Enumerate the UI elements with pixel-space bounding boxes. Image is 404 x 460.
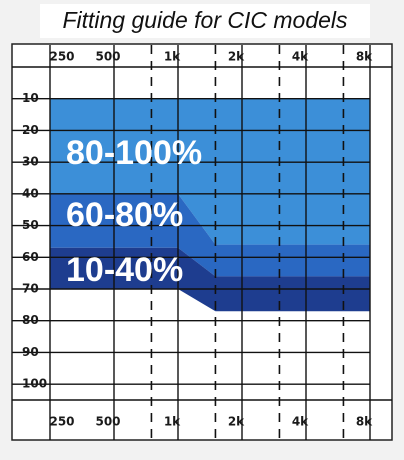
y-tick-label: 80 [22,313,39,327]
x-tick-label: 250 [49,415,74,429]
x-tick-label: 2k [228,50,245,64]
chart-title: Fitting guide for CIC models [62,7,348,33]
y-tick-label: 30 [22,155,39,169]
y-tick-label: 100 [22,377,47,391]
band-label: 60-80% [66,196,183,234]
plot: 10 20 30 40 50 60 70 80 90 100 250 250 500 500 1k 1k 2k 2… [12,45,392,440]
y-tick-label: 20 [22,123,39,137]
x-tick-label: 1k [164,50,181,64]
y-tick-label: 60 [22,250,39,264]
y-tick-label: 50 [22,218,39,232]
x-tick-label: 250 [49,50,74,64]
y-tick-label: 70 [22,282,39,296]
x-tick-label: 2k [228,415,245,429]
y-tick-label: 10 [22,91,39,105]
x-tick-label: 500 [95,50,120,64]
band-area [50,247,370,312]
x-tick-label: 500 [95,415,120,429]
x-tick-label: 1k [164,415,181,429]
x-tick-label: 4k [292,415,309,429]
band-label: 80-100% [66,134,202,172]
x-tick-label: 4k [292,50,309,64]
band-label: 10-40% [66,251,183,289]
x-tick-label: 8k [356,415,373,429]
y-tick-label: 40 [22,186,39,200]
band-area [50,193,370,277]
title-box [40,4,370,38]
x-tick-label: 8k [356,50,373,64]
band-area [50,98,370,245]
y-tick-label: 90 [22,345,39,359]
